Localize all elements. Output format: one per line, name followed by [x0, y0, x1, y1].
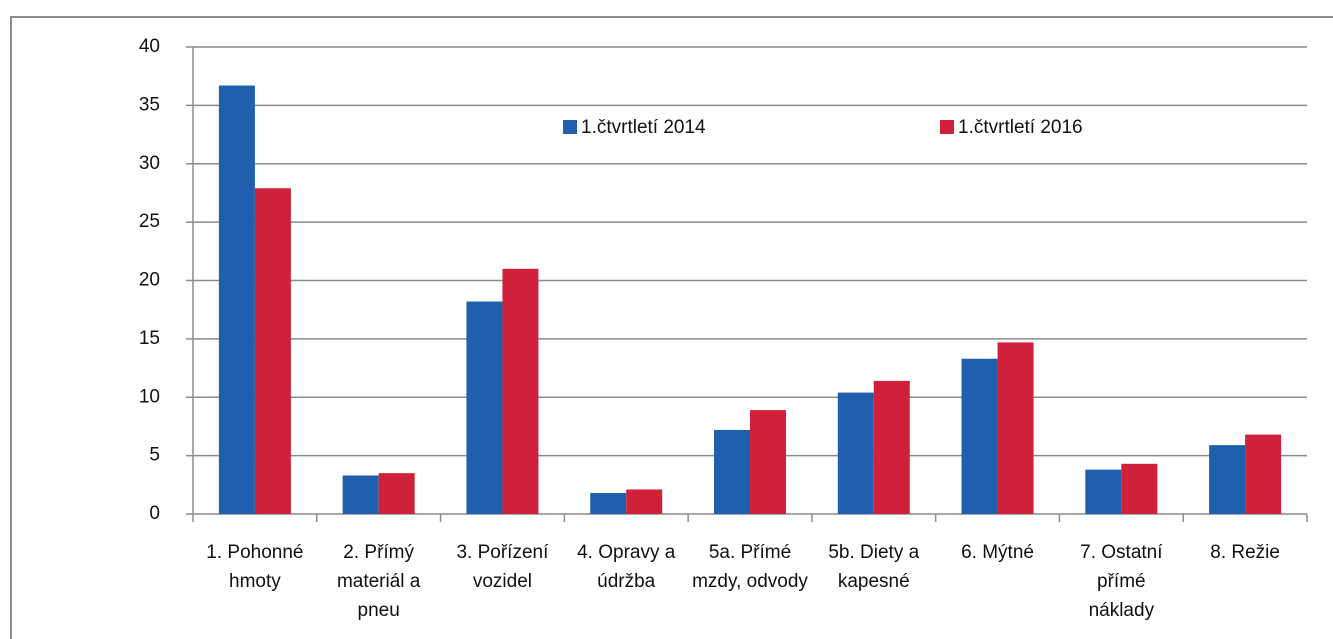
- bar: [873, 380, 910, 514]
- bar: [466, 301, 503, 514]
- x-tick-label: 6. Mýtné: [961, 542, 1034, 563]
- chart-frame: [10, 16, 1333, 639]
- x-tick-label: 5a. Přímé mzdy, odvody: [692, 542, 808, 592]
- legend-swatch: [940, 120, 954, 134]
- y-tick-label: 30: [139, 153, 160, 174]
- y-tick-label: 35: [139, 94, 160, 115]
- legend-label: 1.čtvrtletí 2016: [958, 117, 1083, 138]
- x-tick-label: 2. Přímý materiál a pneu: [336, 542, 421, 621]
- bar: [1245, 434, 1282, 514]
- y-tick-label: 10: [139, 386, 160, 407]
- bar: [750, 410, 786, 514]
- x-tick-label: 8. Režie: [1210, 542, 1280, 563]
- bar: [714, 429, 750, 514]
- bar: [254, 188, 291, 514]
- bar: [342, 475, 379, 514]
- bar: [961, 358, 998, 514]
- x-tick-label: 1. Pohonné hmoty: [206, 542, 304, 592]
- bar: [1085, 469, 1122, 514]
- x-tick-label: 5b. Diety a kapesné: [828, 542, 920, 592]
- y-tick-label: 25: [139, 211, 160, 232]
- x-tick-label: 7. Ostatní přímé náklady: [1080, 542, 1163, 621]
- y-tick-label: 0: [149, 503, 160, 524]
- bar: [837, 392, 874, 514]
- y-tick-label: 20: [139, 270, 160, 291]
- x-tick-label: 4. Opravy a údržba: [577, 542, 676, 592]
- bar: [997, 342, 1034, 514]
- bar: [590, 492, 627, 514]
- legend-swatch: [563, 120, 577, 134]
- y-tick-label: 5: [149, 445, 160, 466]
- x-tick-label: 3. Pořízení vozidel: [456, 542, 549, 592]
- bar: [626, 489, 663, 514]
- bar: [1121, 463, 1158, 514]
- bar: [502, 268, 539, 514]
- bar: [1209, 445, 1246, 514]
- y-tick-label: 15: [139, 328, 160, 349]
- legend-label: 1.čtvrtletí 2014: [581, 117, 706, 138]
- y-tick-label: 40: [139, 36, 160, 57]
- bar: [378, 473, 415, 514]
- bar: [218, 85, 255, 514]
